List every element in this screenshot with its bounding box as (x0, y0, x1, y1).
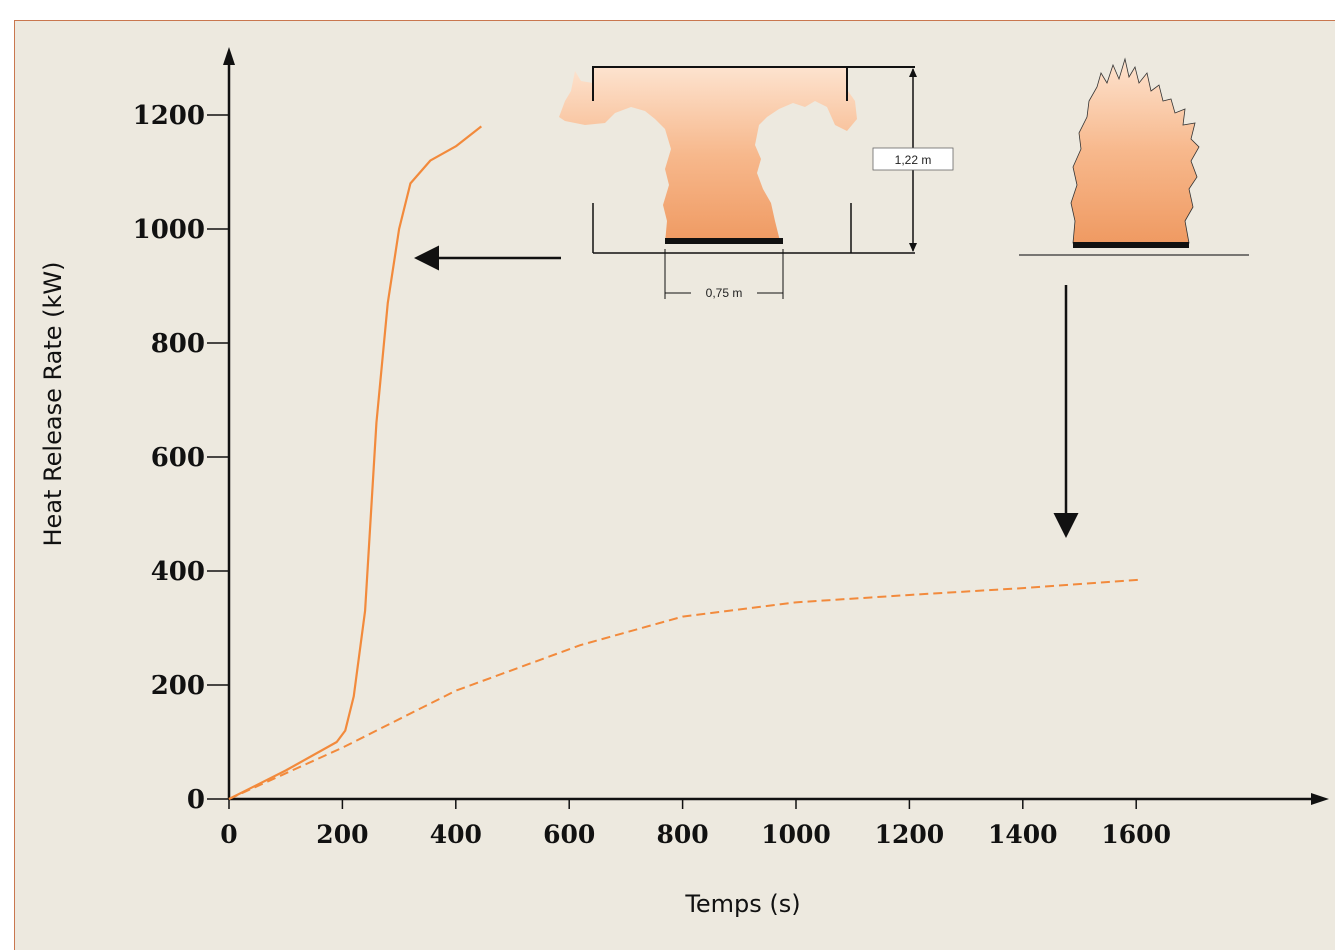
enclosure-illustration: 1,22 m 0,75 m (414, 66, 954, 301)
burner-plate (665, 238, 783, 244)
width-label: 0,75 m (706, 286, 743, 300)
height-label-box (872, 147, 954, 171)
x-tick-label: 800 (657, 820, 709, 849)
chart-svg: 0 200 400 600 800 1000 1200 0 200 400 600 800 1000 1… (39, 47, 1329, 918)
y-axis-arrow (223, 47, 235, 65)
height-arrow-bottom-icon (909, 243, 917, 252)
free-burn-plate (1073, 242, 1189, 248)
width-label-box (691, 283, 757, 301)
x-tick-label: 1400 (988, 820, 1058, 849)
chart-panel: 0 200 400 600 800 1000 1200 0 200 400 600 800 1000 1… (14, 20, 1335, 950)
height-arrow-top-icon (909, 68, 917, 77)
axes (223, 47, 1329, 805)
x-axis-title: Temps (s) (684, 890, 800, 918)
x-tick-label: 0 (220, 820, 237, 849)
flame-under-hood-icon (559, 67, 857, 243)
y-tick-label: 200 (151, 671, 205, 701)
y-tick-label: 0 (187, 785, 205, 815)
x-axis-ticks: 0 200 400 600 800 1000 1200 1400 1600 (220, 799, 1171, 849)
y-tick-label: 600 (151, 443, 205, 473)
x-tick-label: 400 (430, 820, 482, 849)
y-axis-ticks: 0 200 400 600 800 1000 1200 (133, 101, 229, 815)
series-line-under-hood (228, 125, 482, 800)
series-line-free-burn (228, 578, 1142, 800)
x-tick-label: 200 (316, 820, 368, 849)
x-tick-label: 1000 (761, 820, 831, 849)
x-tick-label: 1600 (1101, 820, 1171, 849)
y-tick-label: 800 (151, 329, 205, 359)
y-axis-title: Heat Release Rate (kW) (39, 262, 67, 547)
x-axis-arrow (1311, 793, 1329, 805)
free-flame-icon (1070, 57, 1200, 244)
height-label: 1,22 m (895, 153, 932, 167)
y-tick-label: 1200 (133, 101, 205, 131)
series-layer (228, 125, 1142, 800)
y-tick-label: 400 (151, 557, 205, 587)
y-tick-label: 1000 (133, 215, 205, 245)
x-tick-label: 600 (543, 820, 595, 849)
x-tick-label: 1200 (875, 820, 945, 849)
free-burn-illustration (1019, 57, 1249, 538)
